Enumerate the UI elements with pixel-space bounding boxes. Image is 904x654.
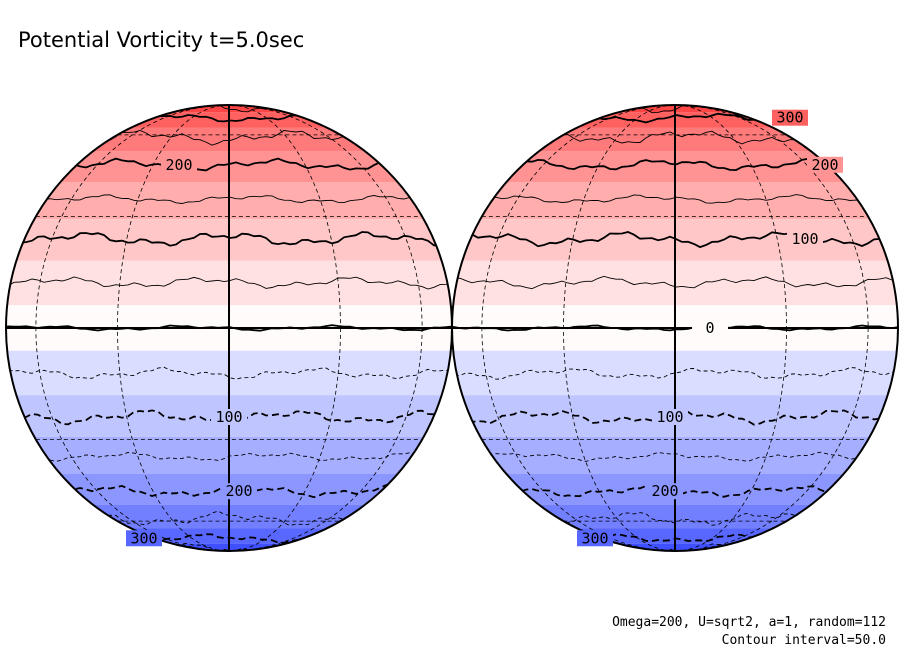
caption-contour-interval: Contour interval=50.0 — [722, 633, 886, 648]
contour-label: 200 — [225, 482, 252, 500]
pv-contour-line — [452, 194, 898, 204]
contour-label: 100 — [791, 230, 818, 248]
pv-contour-line — [6, 276, 452, 290]
contour-label-bg — [161, 156, 197, 173]
plot-title: Potential Vorticity t=5.0sec — [18, 28, 304, 52]
pv-contour-line — [6, 231, 452, 248]
contour-label: 300 — [130, 529, 157, 547]
globe-left: 200 100 200 300 — [5, 104, 453, 552]
contour-label-bg — [577, 530, 613, 547]
contour-label-bg — [211, 408, 247, 425]
contour-label: 200 — [811, 156, 838, 174]
contour-label: 0 — [705, 319, 714, 337]
contour-label-bg — [126, 530, 162, 547]
pv-contour-line — [452, 275, 898, 290]
caption-parameters: Omega=200, U=sqrt2, a=1, random=112 — [612, 615, 886, 630]
contour-label-bg — [772, 109, 808, 126]
pv-contour-line — [452, 409, 898, 426]
contour-label: 200 — [165, 156, 192, 174]
pv-contour-line — [6, 366, 452, 380]
contour-label-bg — [787, 231, 823, 248]
contour-label: 100 — [215, 408, 242, 426]
contour-label-bg — [221, 483, 257, 500]
globe-right: 300 200 100 0 100 200 300 — [451, 104, 899, 552]
contour-label: 300 — [776, 109, 803, 127]
contour-label: 300 — [581, 529, 608, 547]
contour-label-bg — [647, 483, 683, 500]
globe-outline — [451, 104, 899, 552]
contour-label-bg — [807, 156, 843, 173]
contour-label-bg — [692, 320, 728, 336]
contour-label: 200 — [651, 482, 678, 500]
pv-contour-line — [6, 194, 452, 204]
contour-label: 100 — [656, 408, 683, 426]
pv-contour-line — [452, 367, 898, 380]
contour-label-bg — [652, 408, 688, 425]
